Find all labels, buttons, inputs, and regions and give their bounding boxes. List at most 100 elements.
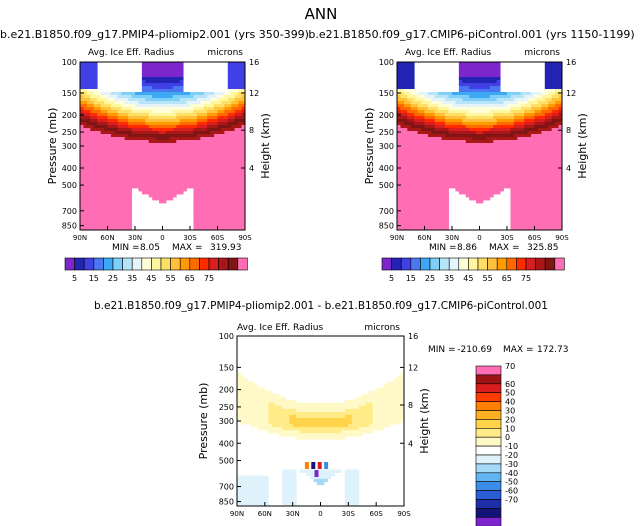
field-cell (124, 125, 129, 129)
field-cell (231, 161, 236, 165)
field-cell (220, 212, 225, 216)
field-cell (83, 188, 88, 192)
field-cell (86, 110, 91, 114)
field-cell (510, 134, 515, 138)
field-cell (110, 110, 115, 114)
y-tick-label: 150 (379, 89, 394, 98)
field-cell (243, 499, 248, 504)
field-cell (544, 215, 549, 219)
field-cell (148, 194, 153, 198)
field-cell (410, 158, 415, 162)
min-value: 8.86 (457, 243, 477, 253)
field-cell (152, 164, 157, 168)
field-cell (482, 143, 487, 147)
field-cell (186, 134, 191, 138)
field-cell (227, 92, 232, 96)
field-cell (148, 161, 153, 165)
field-cell (548, 164, 553, 168)
field-cell (107, 149, 112, 153)
field-cell (534, 125, 539, 129)
colorbar-swatch (227, 257, 239, 271)
field-cell (410, 218, 415, 222)
x-tick-label: 0 (160, 234, 164, 242)
field-cell (231, 71, 236, 75)
field-cell (400, 191, 405, 195)
field-cell (417, 101, 422, 105)
field-cell (441, 203, 446, 207)
field-cell (400, 164, 405, 168)
field-cell (445, 146, 449, 150)
field-cell (438, 215, 443, 219)
field-cell (527, 194, 532, 198)
field-cell (445, 119, 449, 123)
field-cell (534, 173, 539, 177)
field-cell (227, 131, 232, 135)
field-cell (227, 95, 232, 99)
field-cell (169, 188, 174, 192)
field-cell (558, 116, 563, 120)
field-cell (548, 125, 553, 129)
field-cell (527, 101, 532, 105)
field-cell (424, 188, 429, 192)
field-cell (427, 104, 432, 108)
field-cell (86, 221, 91, 225)
field-cell (500, 182, 504, 186)
field-cell (264, 502, 269, 507)
field-cell (138, 158, 143, 162)
field-cell (107, 173, 112, 177)
field-cell (421, 134, 425, 138)
field-cell (400, 152, 405, 156)
field-cell (520, 194, 525, 198)
field-cell (169, 143, 174, 147)
field-cell (224, 224, 229, 228)
field-cell (507, 134, 511, 138)
field-cell (469, 146, 474, 150)
field-cell (472, 167, 477, 171)
field-cell (441, 209, 446, 213)
field-cell (234, 137, 239, 141)
field-cell (107, 98, 112, 102)
field-cell (241, 206, 246, 210)
field-cell (261, 390, 266, 395)
field-cell (247, 502, 252, 507)
field-cell (503, 176, 508, 180)
field-cell (231, 170, 236, 174)
field-cell (445, 173, 449, 177)
field-cell (407, 74, 412, 78)
colorbar-swatch (525, 257, 536, 271)
field-cell (110, 224, 115, 228)
field-cell (159, 149, 163, 153)
field-cell (131, 182, 136, 186)
field-cell (537, 134, 542, 138)
field-cell (148, 125, 153, 129)
field-cell (93, 188, 98, 192)
field-cell (210, 125, 215, 129)
field-cell (410, 191, 415, 195)
field-cell (275, 405, 280, 410)
field-cell (203, 203, 208, 207)
field-cell (155, 179, 160, 183)
field-cell (541, 140, 546, 144)
field-cell (282, 499, 287, 504)
field-cell (207, 131, 212, 135)
field-cell (261, 493, 266, 498)
field-cell (104, 92, 108, 96)
field-cell (524, 179, 529, 183)
field-cell (93, 137, 98, 141)
field-cell (124, 179, 129, 183)
field-cell (465, 134, 470, 138)
field-cell (527, 167, 532, 171)
field-cell (482, 179, 487, 183)
x-tick-label: 60N (417, 234, 431, 242)
field-cell (520, 179, 525, 183)
field-cell (520, 152, 525, 156)
field-cell (141, 155, 146, 159)
field-cell (128, 164, 132, 168)
field-cell (558, 224, 563, 228)
field-cell (207, 227, 212, 231)
field-cell (237, 393, 241, 398)
field-cell (210, 206, 215, 210)
field-cell (172, 71, 177, 75)
field-cell (544, 191, 549, 195)
field-cell (537, 164, 542, 168)
